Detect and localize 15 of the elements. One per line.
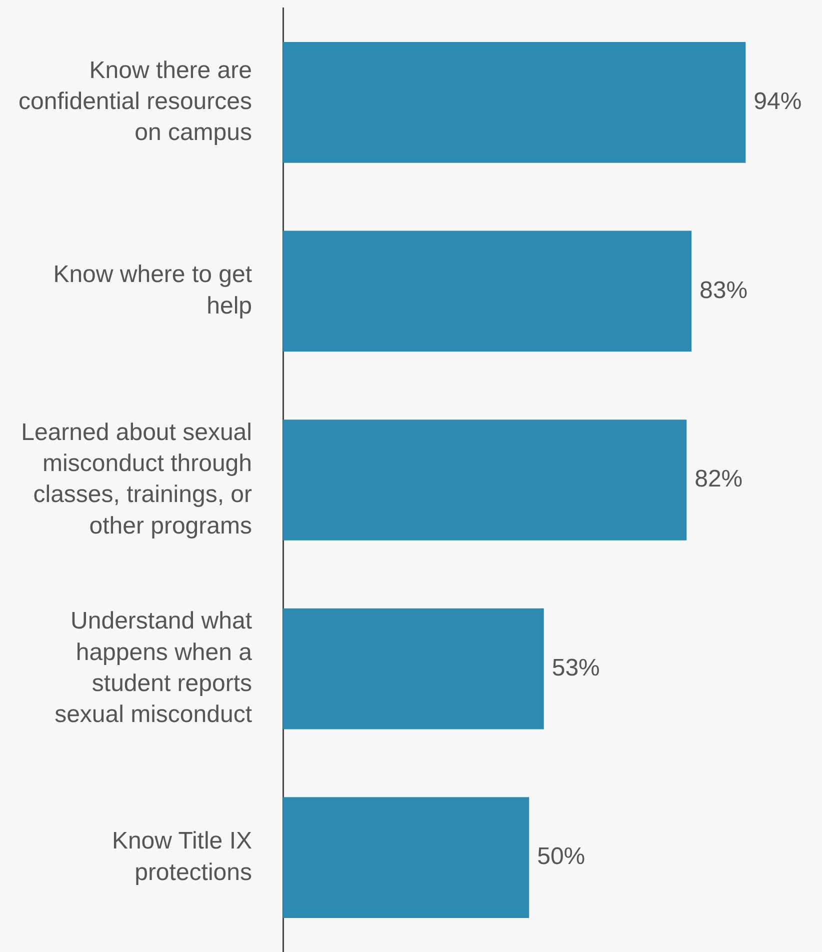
bar: [283, 230, 692, 352]
bar: [283, 797, 530, 918]
data-label: 50%: [537, 843, 586, 870]
y-tick-label: Learned about sexual misconduct through classes, trainings, or other programs: [21, 418, 252, 540]
y-tick-label: Know Title IX protections: [112, 828, 252, 886]
data-label: 53%: [552, 654, 600, 682]
y-tick-label: Know where to get help: [53, 261, 252, 320]
data-label: 83%: [700, 276, 748, 304]
y-tick-label: Understand what happens when a student reports sexual misconduct: [54, 608, 253, 728]
bar: [283, 420, 687, 540]
y-tick-label: Know there are confidential resources on campus: [18, 56, 252, 146]
bar: [283, 608, 544, 730]
data-label: 94%: [754, 88, 802, 116]
bar: [283, 42, 746, 163]
data-label: 82%: [694, 466, 743, 493]
